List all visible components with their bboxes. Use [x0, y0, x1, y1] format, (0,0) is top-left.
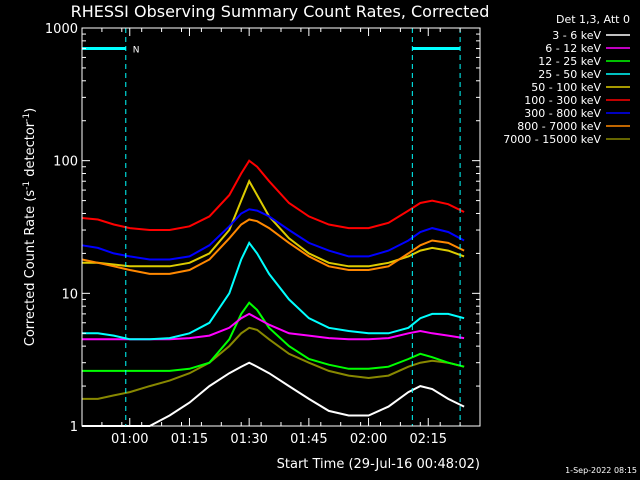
series-line — [81, 218, 465, 275]
legend-label: 300 - 800 keV — [524, 107, 601, 120]
marker-label: N — [133, 46, 140, 56]
y-axis-label-part: ) — [23, 108, 38, 113]
y-axis: 1 10 100 1000 — [45, 22, 480, 435]
y-axis-label-part: Corrected Count Rate (s — [23, 190, 38, 347]
y-axis-label-superscript: -1 — [22, 113, 32, 122]
y-tick-label: 1000 — [45, 22, 78, 37]
y-axis-label: Corrected Count Rate (s-1 detector-1) — [22, 108, 38, 346]
x-tick-label: 01:30 — [230, 432, 267, 447]
y-tick-label: 1 — [70, 420, 78, 435]
legend-label: 50 - 100 keV — [531, 81, 601, 94]
x-tick-label: 01:00 — [111, 432, 148, 447]
legend-label: 3 - 6 keV — [552, 29, 601, 42]
series-line — [81, 208, 465, 261]
x-tick-label: 02:15 — [410, 432, 447, 447]
y-tick-label: 10 — [61, 287, 78, 302]
x-axis: 01:00 01:15 01:30 01:45 02:00 02:15 — [81, 28, 481, 447]
series-line — [82, 301, 465, 372]
legend-label: 6 - 12 keV — [545, 42, 601, 55]
x-axis-label: Start Time (29-Jul-16 00:48:02) — [277, 457, 480, 472]
series-line — [82, 240, 465, 341]
legend-label: 800 - 7000 keV — [517, 120, 601, 133]
timestamp: 1-Sep-2022 08:15 — [565, 466, 637, 475]
legend-title: Det 1,3, Att 0 — [556, 13, 630, 26]
x-tick-label: 01:45 — [290, 432, 327, 447]
series-line — [81, 159, 465, 231]
y-tick-label: 100 — [53, 155, 78, 170]
x-tick-label: 02:00 — [350, 432, 387, 447]
y-axis-label-superscript: -1 — [22, 181, 32, 190]
legend-label: 25 - 50 keV — [538, 68, 601, 81]
legend-label: 12 - 25 keV — [538, 55, 601, 68]
series-line — [82, 178, 465, 268]
x-tick-label: 01:15 — [171, 432, 208, 447]
legend-label: 7000 - 15000 keV — [503, 133, 601, 146]
series-line — [82, 326, 465, 400]
y-axis-label-part: detector — [23, 121, 38, 181]
legend-label: 100 - 300 keV — [524, 94, 601, 107]
chart-title: RHESSI Observing Summary Count Rates, Co… — [71, 2, 490, 21]
